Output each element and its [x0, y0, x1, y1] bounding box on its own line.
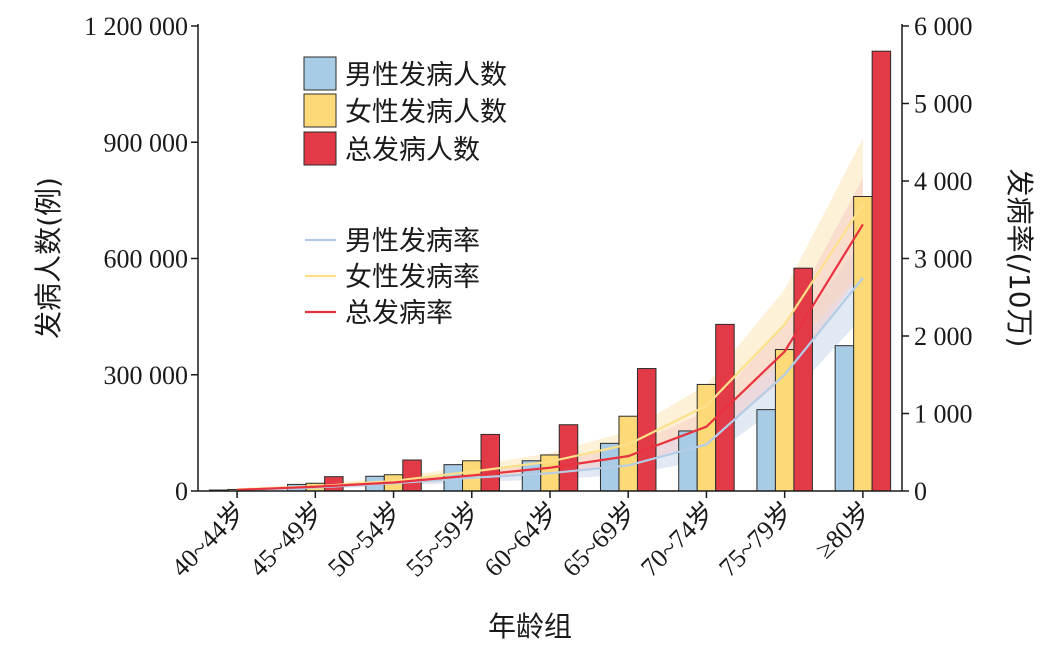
x-tick-label: ≥80岁 — [810, 497, 877, 564]
legend-total-count-swatch — [303, 131, 337, 166]
total-rate-line — [237, 223, 864, 491]
x-tick-label: 60~64岁 — [479, 497, 565, 583]
y-tick-label: 600 000 — [104, 245, 189, 274]
legend-female-count-label: 女性发病人数 — [345, 97, 507, 128]
x-tick-label: 50~54岁 — [322, 497, 408, 583]
y2-tick-label: 1 000 — [914, 400, 973, 429]
bar-total — [480, 433, 501, 492]
bar-total — [871, 50, 892, 492]
bar-total — [636, 368, 657, 492]
bar-total — [402, 459, 422, 492]
bar-total — [793, 267, 813, 492]
bar-male — [678, 430, 698, 492]
y2-tick-label: 5 000 — [914, 90, 973, 119]
y2-tick-label: 2 000 — [914, 322, 973, 351]
bar-male — [834, 345, 855, 492]
bar-female — [853, 196, 873, 492]
legend-male-count-label: 男性发病人数 — [345, 60, 507, 91]
y-tick-label: 300 000 — [104, 361, 189, 390]
y-axis-title: 发病人数(例) — [32, 177, 65, 339]
x-tick-label: 65~69岁 — [557, 497, 643, 583]
y2-axis-title: 发病率(/10万) — [1003, 169, 1036, 348]
bar-female — [774, 349, 795, 492]
y-tick-label: 0 — [175, 477, 188, 506]
y2-tick-label: 4 000 — [914, 167, 973, 196]
legend-female-rate-label: 女性发病率 — [345, 262, 480, 293]
x-tick-label: 40~44岁 — [166, 497, 252, 583]
legend-total-count-label: 总发病人数 — [345, 135, 480, 166]
x-axis-title: 年龄组 — [488, 610, 572, 643]
legend-male-count-swatch — [303, 56, 337, 91]
x-tick-label: 75~79岁 — [713, 497, 799, 583]
x-tick-label: 70~74岁 — [635, 497, 721, 583]
legend-total-rate-label: 总发病率 — [345, 298, 453, 329]
y-tick-label: 900 000 — [104, 128, 189, 157]
y2-tick-label: 3 000 — [914, 245, 973, 274]
rate-lines — [237, 203, 864, 492]
y2-tick-label: 0 — [914, 477, 927, 506]
legend-male-rate-label: 男性发病率 — [345, 226, 480, 257]
bar-male — [756, 409, 776, 492]
x-tick-label: 55~59岁 — [400, 497, 486, 583]
y-tick-label: 1 200 000 — [84, 12, 188, 41]
legend-female-count-swatch — [303, 93, 337, 128]
x-tick-label: 45~49岁 — [244, 497, 330, 583]
y2-tick-label: 6 000 — [914, 12, 973, 41]
